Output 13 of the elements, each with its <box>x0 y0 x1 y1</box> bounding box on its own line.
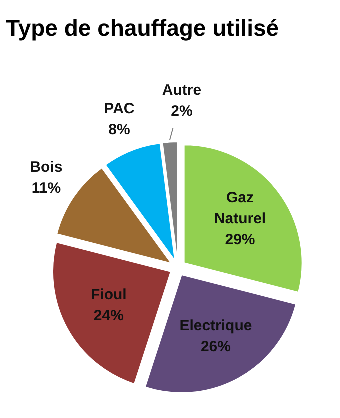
slice-label: PAC <box>104 100 135 118</box>
data-label: 26% <box>200 338 231 356</box>
slice-label: Electrique <box>180 318 252 335</box>
data-label: 8% <box>108 122 130 139</box>
data-label: 29% <box>225 232 256 249</box>
slice-label: Autre <box>162 82 202 99</box>
data-label: 24% <box>94 307 124 324</box>
data-label: 11% <box>32 180 62 198</box>
slice-label: Fioul <box>91 286 127 304</box>
data-label: 2% <box>171 102 193 120</box>
slice-label: Bois <box>30 159 63 176</box>
chart-title: Type de chauffage utilisé <box>6 15 280 41</box>
slice-label: Gaz Naturel <box>214 190 266 228</box>
